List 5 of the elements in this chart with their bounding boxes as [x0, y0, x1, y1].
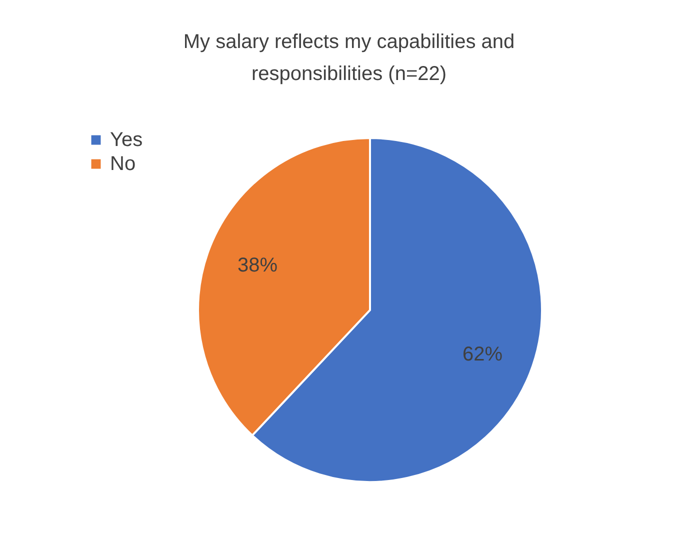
data-label: 62%	[462, 344, 503, 366]
chart-title: My salary reflects my capabilities and responsibilities (n=22)	[183, 31, 515, 85]
legend-label: Yes	[110, 129, 143, 151]
legend-label: No	[110, 153, 136, 175]
data-label: 38%	[237, 254, 278, 276]
